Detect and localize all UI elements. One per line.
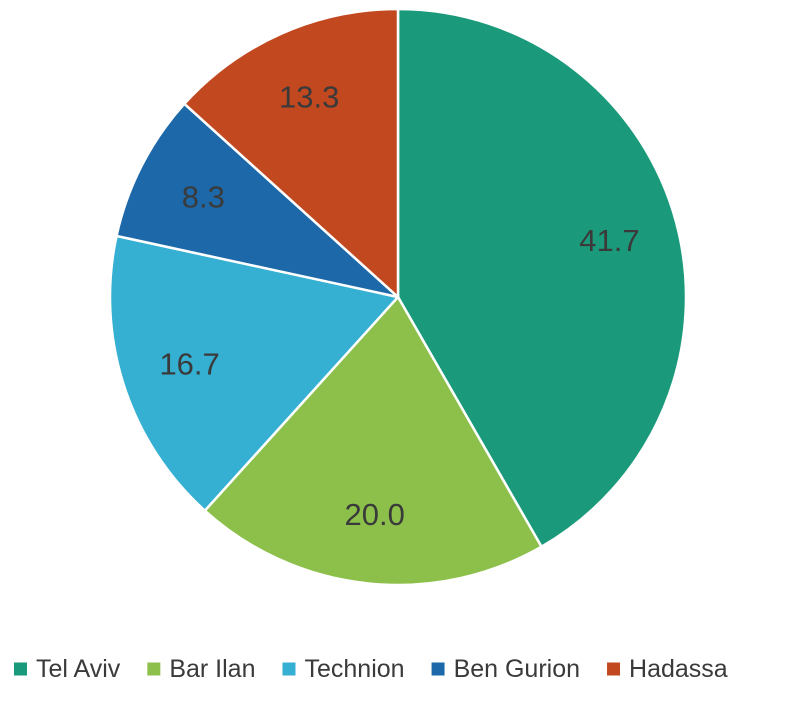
legend: Tel Aviv Bar Ilan Technion Ben Gurion Hadass… bbox=[14, 655, 728, 683]
legend-label: Ben Gurion bbox=[454, 655, 580, 683]
legend-swatch bbox=[607, 662, 621, 676]
pie-slice-technion bbox=[108, 234, 400, 512]
data-label-hadassa: 13.3 bbox=[279, 79, 339, 114]
legend-label: Hadassa bbox=[629, 655, 728, 683]
data-label-tel-aviv: 41.7 bbox=[579, 223, 639, 258]
pie-slice-bar-ilan bbox=[203, 295, 543, 587]
legend-item-ben-gurion: Ben Gurion bbox=[431, 655, 580, 683]
pie-slice-ben-gurion bbox=[115, 102, 400, 299]
legend-item-technion: Technion bbox=[282, 655, 405, 683]
legend-swatch bbox=[282, 662, 296, 676]
legend-item-tel-aviv: Tel Aviv bbox=[14, 655, 121, 683]
legend-swatch bbox=[147, 662, 161, 676]
data-label-ben-gurion: 8.3 bbox=[182, 180, 225, 215]
legend-label: Technion bbox=[304, 655, 404, 683]
pie-data-labels: 41.7 20.0 16.7 8.3 13.3 bbox=[159, 79, 639, 532]
pie-slices bbox=[108, 7, 688, 587]
pie-slice-tel-aviv bbox=[396, 7, 688, 548]
data-label-bar-ilan: 20.0 bbox=[344, 497, 404, 532]
data-label-technion: 16.7 bbox=[159, 346, 219, 381]
legend-swatch bbox=[14, 662, 27, 676]
legend-item-bar-ilan: Bar Ilan bbox=[147, 655, 255, 683]
legend-label: Tel Aviv bbox=[36, 655, 121, 683]
pie-slice-hadassa bbox=[183, 7, 400, 299]
legend-swatch bbox=[431, 662, 445, 676]
legend-label: Bar Ilan bbox=[169, 655, 255, 683]
legend-item-hadassa: Hadassa bbox=[607, 655, 728, 683]
